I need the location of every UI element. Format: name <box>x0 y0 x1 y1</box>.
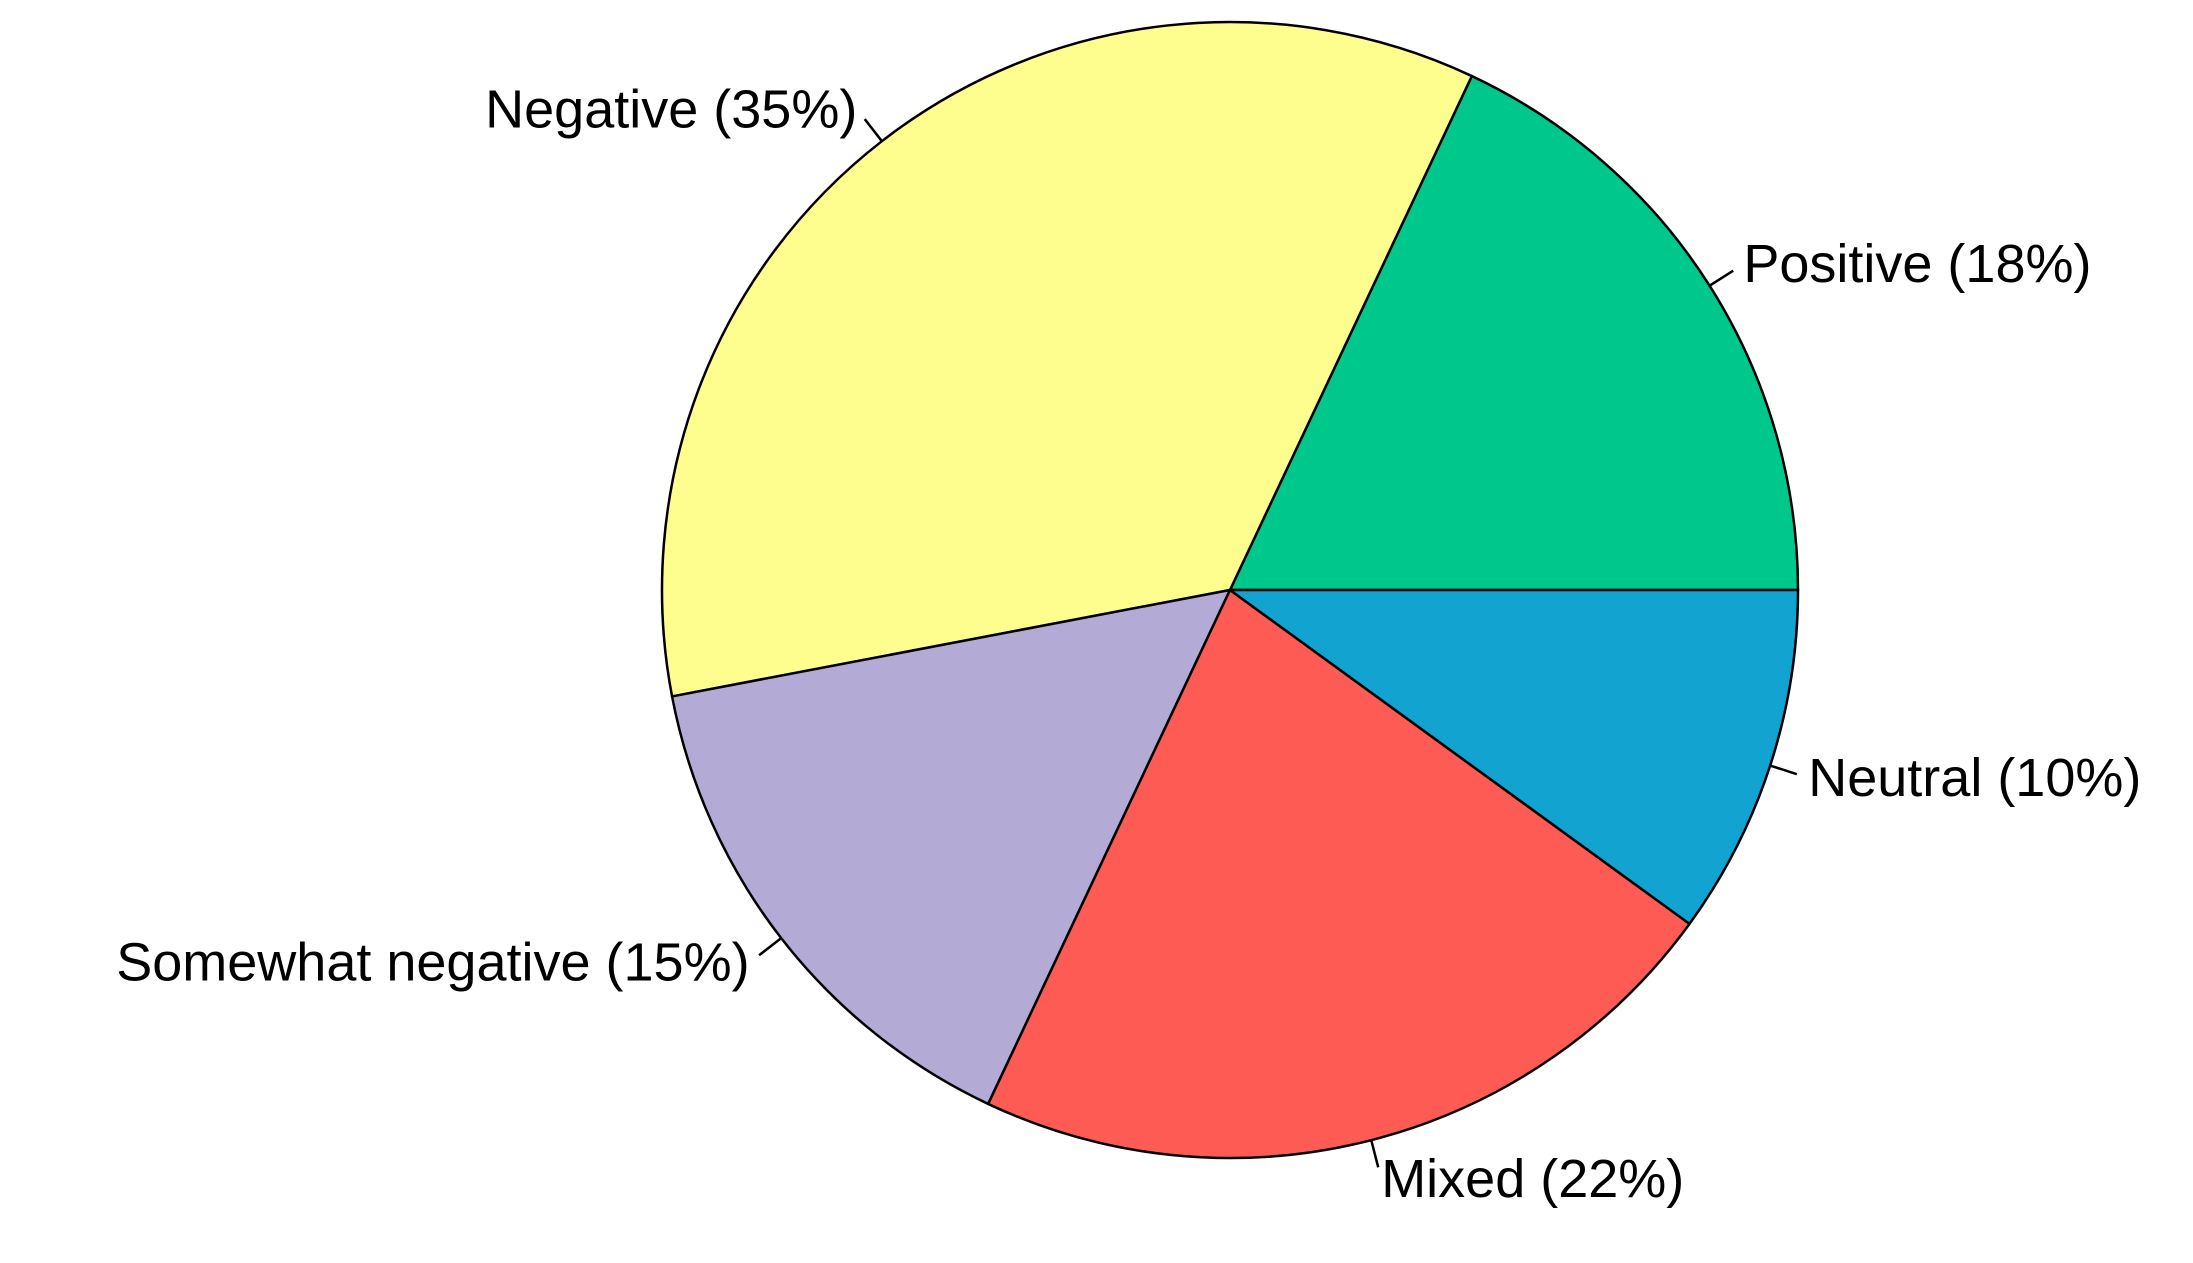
pie-slice <box>660 20 1474 698</box>
pie-slices <box>660 20 1800 1160</box>
leader-line <box>1708 269 1734 287</box>
leader-line <box>863 118 883 142</box>
slice-label: Neutral (10%) <box>1808 748 2141 808</box>
slice-label: Negative (35%) <box>485 80 857 140</box>
slice-label: Positive (18%) <box>1743 234 2091 294</box>
leader-line <box>1769 764 1798 776</box>
pie-slice <box>670 588 1232 1106</box>
leader-line <box>1370 1139 1380 1168</box>
pie-slice <box>1228 588 1800 926</box>
slice-labels: Positive (18%) Negative (35%) Somewhat neg… <box>116 80 2141 1209</box>
leader-lines <box>758 118 1798 1168</box>
leader-line <box>758 937 782 957</box>
slice-label: Mixed (22%) <box>1381 1149 1684 1209</box>
pie-slice <box>986 588 1691 1160</box>
pie-slice <box>1228 74 1800 592</box>
slice-label: Somewhat negative (15%) <box>116 933 749 993</box>
